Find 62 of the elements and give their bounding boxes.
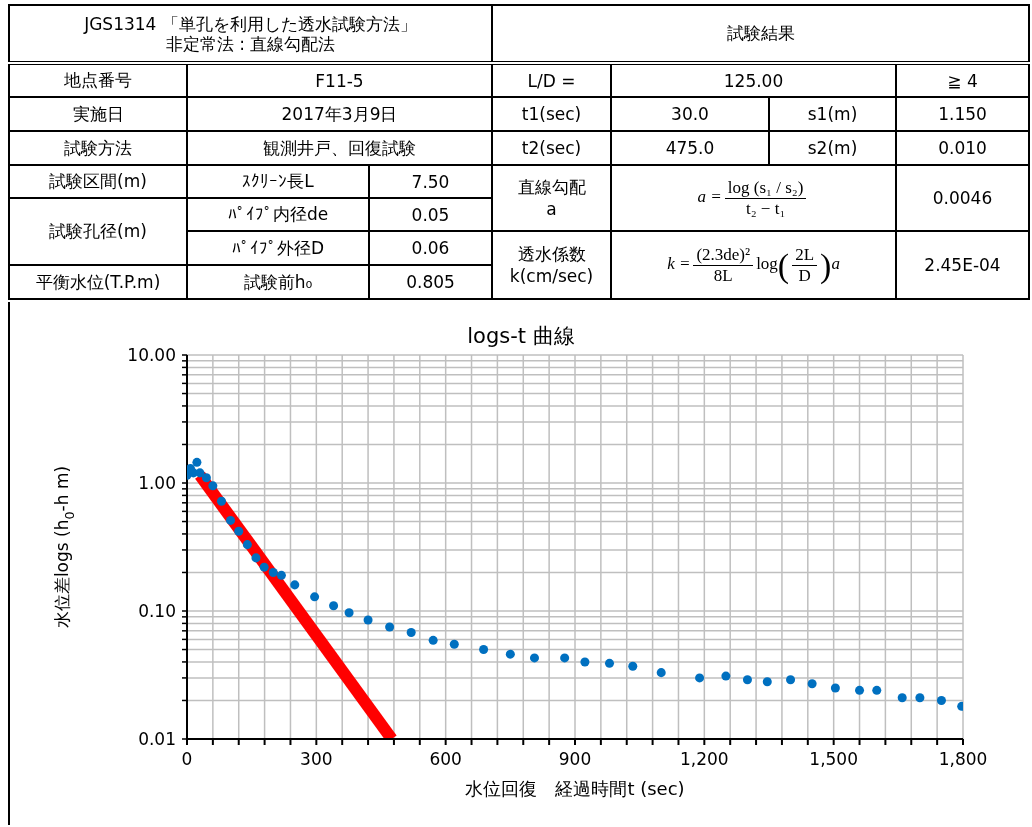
text: 1.150	[896, 97, 1030, 131]
text: ｽｸﾘｰﾝ長L	[187, 165, 369, 198]
text: )	[820, 246, 832, 283]
text: 475.0	[611, 131, 770, 165]
text: 0.05	[369, 198, 493, 231]
text: 試験前h₀	[187, 265, 369, 299]
text: a	[546, 199, 557, 219]
text: log (s₁ / s₂)	[724, 177, 807, 199]
text: JGS1314 「単孔を利用した透水試験方法」	[84, 13, 417, 34]
text: 0.06	[369, 231, 493, 265]
y-tick-label: 0.01	[138, 729, 176, 749]
text: ≧ 4	[896, 63, 1030, 97]
text: 試験区間(m)	[9, 165, 187, 198]
text: 透水係数	[517, 244, 586, 264]
text: k(cm/sec)	[509, 266, 594, 286]
text: 2.45E-04	[896, 231, 1030, 299]
text: 125.00	[611, 63, 897, 97]
text: ﾊﾟｲﾌﾟ内径de	[187, 198, 369, 231]
text: 2017年3月9日	[187, 97, 493, 131]
text: 直線勾配	[517, 177, 586, 197]
text: log	[756, 253, 778, 273]
text: 7.50	[369, 165, 493, 198]
y-tick-label: 10.00	[127, 345, 176, 365]
text: 平衡水位(T.P.m)	[9, 265, 187, 299]
text: F11-5	[187, 63, 493, 97]
text: L/D =	[492, 63, 612, 97]
x-tick-label: 600	[429, 749, 462, 769]
x-tick-label: 900	[558, 749, 592, 769]
text: 試験結果	[492, 5, 1030, 63]
text: t2(sec)	[492, 131, 612, 165]
y-tick-label: 1.00	[138, 473, 176, 493]
x-tick-label: 1,200	[680, 749, 729, 769]
text: 観測井戸、回復試験	[187, 131, 493, 165]
x-tick-label: 1,800	[938, 749, 988, 769]
text: t1(sec)	[492, 97, 612, 131]
text: 試験孔径(m)	[9, 198, 187, 265]
text: 試験方法	[9, 131, 187, 165]
x-tick-label: 0	[181, 749, 193, 769]
text: ﾊﾟｲﾌﾟ外径D	[187, 231, 369, 265]
text: t₂ − t₁	[745, 198, 786, 219]
x-axis-title: 水位回復 経過時間t (sec)	[465, 778, 685, 799]
text: a =	[697, 186, 722, 206]
text: 0.010	[896, 131, 1030, 165]
text: D	[798, 265, 811, 286]
y-tick-label: 0.10	[138, 601, 176, 621]
text: 非定常法 : 直線勾配法	[165, 33, 336, 54]
text: a	[831, 253, 840, 273]
text: k =	[667, 253, 691, 273]
text: s1(m)	[769, 97, 897, 131]
text: 実施日	[9, 97, 187, 131]
text: (	[777, 246, 790, 283]
text: 地点番号	[9, 63, 187, 97]
x-tick-label: 300	[300, 749, 333, 769]
text: 30.0	[611, 97, 770, 131]
text: (2.3de)²	[693, 244, 754, 266]
text: 2L	[792, 244, 818, 266]
text: 0.0046	[896, 165, 1030, 231]
x-tick-label: 1,500	[809, 749, 858, 769]
chart-title: logs-t 曲線	[467, 324, 575, 348]
text: 0.805	[369, 265, 493, 299]
text: s2(m)	[769, 131, 897, 165]
text: 8L	[713, 265, 733, 286]
